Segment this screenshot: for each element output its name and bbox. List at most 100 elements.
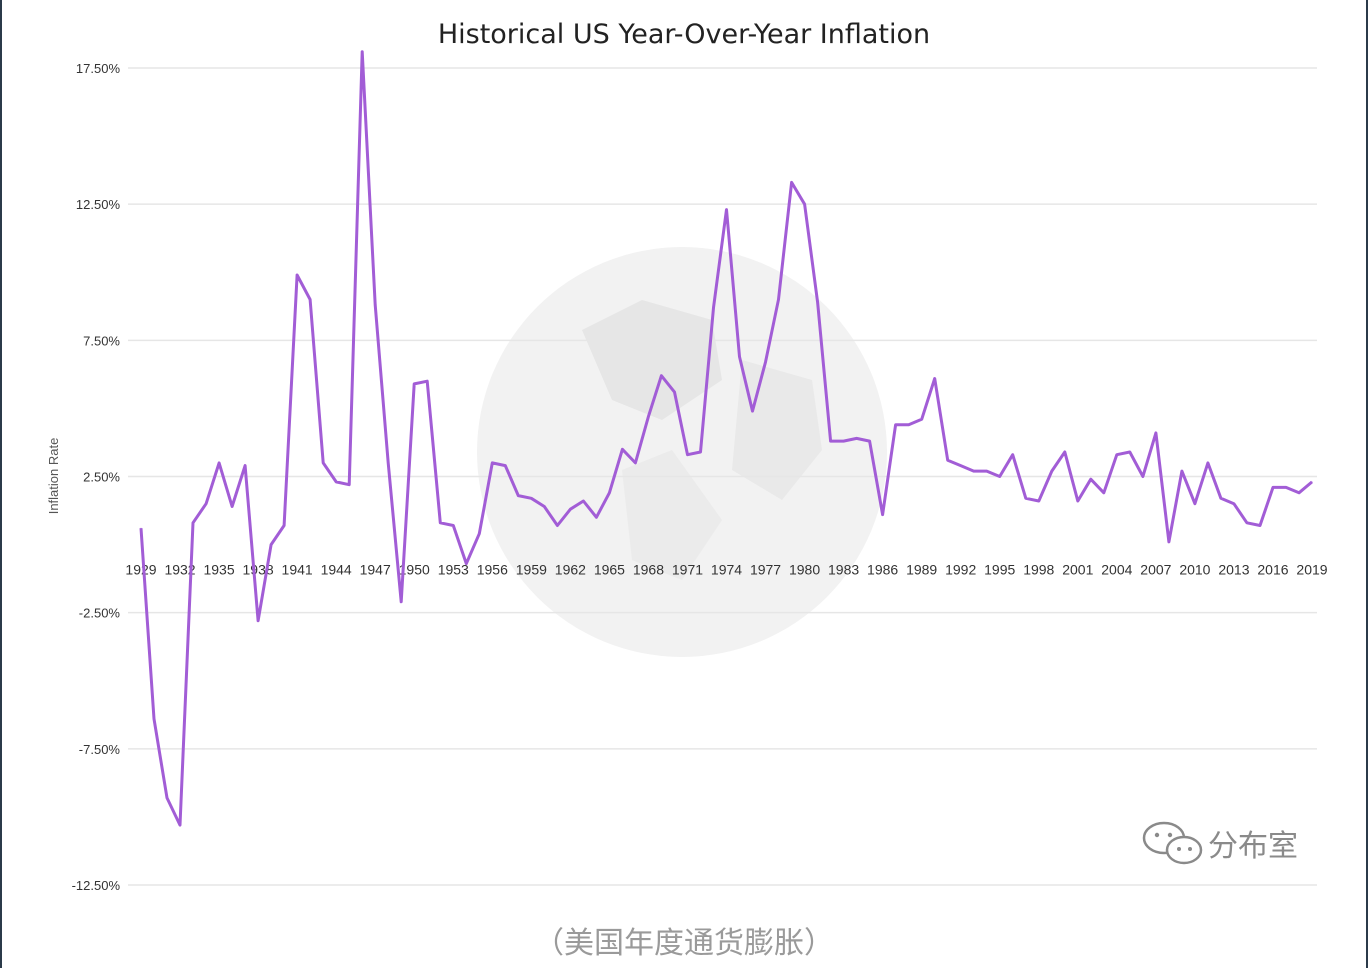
data-point bbox=[595, 516, 597, 518]
data-point bbox=[140, 527, 142, 529]
data-point bbox=[582, 500, 584, 502]
data-point bbox=[712, 307, 714, 309]
data-point bbox=[166, 797, 168, 799]
x-tick-label: 1992 bbox=[945, 562, 976, 578]
data-point bbox=[1077, 500, 1079, 502]
data-point bbox=[543, 505, 545, 507]
y-axis-label: Inflation Rate bbox=[46, 438, 61, 515]
data-point bbox=[621, 448, 623, 450]
x-tick-label: 2001 bbox=[1062, 562, 1093, 578]
wechat-watermark: 分布室 bbox=[1142, 821, 1298, 865]
data-point bbox=[1155, 432, 1157, 434]
data-point bbox=[608, 492, 610, 494]
x-tick-label: 1932 bbox=[164, 562, 195, 578]
wechat-icon bbox=[1142, 821, 1203, 865]
data-point bbox=[283, 525, 285, 527]
x-tick-label: 1980 bbox=[789, 562, 820, 578]
x-tick-label: 1974 bbox=[711, 562, 742, 578]
data-point bbox=[1051, 470, 1053, 472]
x-tick-label: 2004 bbox=[1101, 562, 1132, 578]
data-point bbox=[1207, 462, 1209, 464]
data-point bbox=[322, 462, 324, 464]
data-point bbox=[791, 181, 793, 183]
data-point bbox=[1259, 525, 1261, 527]
x-tick-label: 1971 bbox=[672, 562, 703, 578]
data-point bbox=[1194, 503, 1196, 505]
data-point bbox=[830, 440, 832, 442]
data-point bbox=[869, 440, 871, 442]
data-point bbox=[569, 508, 571, 510]
data-point bbox=[348, 484, 350, 486]
data-point bbox=[465, 563, 467, 565]
data-point bbox=[270, 544, 272, 546]
y-tick-label: 2.50% bbox=[83, 470, 120, 485]
data-point bbox=[1129, 451, 1131, 453]
data-point bbox=[739, 356, 741, 358]
data-point bbox=[1168, 541, 1170, 543]
data-point bbox=[205, 503, 207, 505]
data-point bbox=[517, 495, 519, 497]
data-point bbox=[1220, 497, 1222, 499]
data-point bbox=[231, 505, 233, 507]
x-tick-label: 1977 bbox=[750, 562, 781, 578]
data-point bbox=[778, 298, 780, 300]
grid-lines bbox=[128, 67, 1317, 886]
image-caption: （美国年度通货膨胀） bbox=[534, 926, 834, 961]
data-point bbox=[986, 470, 988, 472]
data-point bbox=[765, 361, 767, 363]
data-point bbox=[309, 298, 311, 300]
data-point bbox=[296, 274, 298, 276]
data-point bbox=[556, 525, 558, 527]
x-tick-label: 1962 bbox=[555, 562, 586, 578]
data-point bbox=[752, 410, 754, 412]
y-tick-label: 17.50% bbox=[76, 61, 121, 76]
data-point bbox=[726, 209, 727, 211]
data-point bbox=[452, 525, 454, 527]
x-tick-label: 1959 bbox=[516, 562, 547, 578]
data-point bbox=[973, 470, 975, 472]
data-point bbox=[647, 416, 649, 418]
x-tick-label: 2016 bbox=[1257, 562, 1288, 578]
data-point bbox=[882, 514, 884, 516]
x-tick-label: 1965 bbox=[594, 562, 625, 578]
data-point bbox=[947, 459, 949, 461]
data-point bbox=[257, 620, 259, 622]
data-point bbox=[1142, 476, 1144, 477]
y-tick-label: -7.50% bbox=[79, 742, 121, 757]
y-tick-label: 12.50% bbox=[76, 197, 121, 212]
series-layer bbox=[139, 50, 1313, 827]
x-tick-label: 2019 bbox=[1296, 562, 1327, 578]
data-point bbox=[530, 497, 532, 499]
x-tick-label: 1986 bbox=[867, 562, 898, 578]
x-tick-label: 2007 bbox=[1140, 562, 1171, 578]
data-point bbox=[817, 301, 819, 303]
data-point bbox=[426, 380, 428, 382]
x-tick-label: 1995 bbox=[984, 562, 1015, 578]
x-tick-label: 1929 bbox=[125, 562, 156, 578]
data-point bbox=[413, 383, 415, 385]
x-tick-label: 1956 bbox=[477, 562, 508, 578]
x-tick-label: 1968 bbox=[633, 562, 664, 578]
y-axis-ticks: 17.50% 12.50% 7.50% 2.50% -2.50% -7.50% -12.50… bbox=[72, 61, 121, 893]
x-tick-label: 1947 bbox=[360, 562, 391, 578]
data-point bbox=[1025, 497, 1027, 499]
data-point bbox=[179, 824, 181, 826]
data-point bbox=[895, 424, 897, 426]
data-point bbox=[634, 462, 636, 464]
data-point bbox=[856, 437, 858, 439]
data-point bbox=[244, 465, 246, 467]
y-tick-label: -2.50% bbox=[79, 606, 121, 621]
x-tick-label: 1998 bbox=[1023, 562, 1054, 578]
x-tick-label: 1935 bbox=[203, 562, 234, 578]
chart-panel: Historical US Year-Over-Year Inflation 1… bbox=[22, 0, 1342, 902]
x-tick-label: 1983 bbox=[828, 562, 859, 578]
data-point bbox=[504, 465, 506, 467]
data-point bbox=[1064, 451, 1066, 453]
data-point bbox=[843, 440, 845, 442]
data-point bbox=[999, 476, 1001, 477]
data-point bbox=[960, 465, 962, 467]
data-point bbox=[908, 424, 910, 426]
data-point bbox=[335, 481, 337, 483]
x-tick-label: 1944 bbox=[321, 562, 352, 578]
x-tick-label: 1941 bbox=[282, 562, 313, 578]
